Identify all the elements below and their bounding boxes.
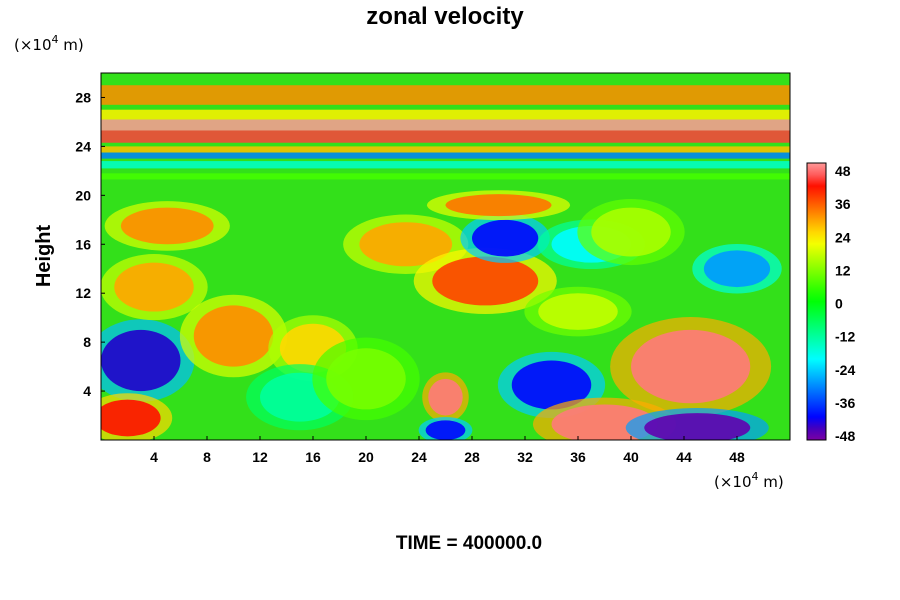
field-feature <box>591 207 671 257</box>
x-tick-label: 20 <box>358 449 374 465</box>
heatmap-field <box>101 73 790 440</box>
field-band <box>101 161 790 169</box>
field-feature <box>120 207 214 245</box>
x-tick-label: 36 <box>570 449 586 465</box>
field-band <box>101 173 790 180</box>
y-axis-unit: (×104 m) <box>14 33 84 54</box>
field-band <box>101 119 790 131</box>
field-feature <box>425 420 466 440</box>
x-tick-label: 40 <box>623 449 639 465</box>
field-feature <box>101 329 181 392</box>
y-tick-label: 12 <box>75 285 91 301</box>
field-band <box>101 85 790 105</box>
field-feature <box>703 250 771 288</box>
field-feature <box>644 413 751 440</box>
field-band <box>101 152 790 159</box>
y-axis-label: Height <box>33 225 55 288</box>
field-band <box>101 130 790 143</box>
colorbar-tick-label: -24 <box>835 362 855 378</box>
y-tick-label: 20 <box>75 187 91 203</box>
x-tick-label: 44 <box>676 449 692 465</box>
chart-title: zonal velocity <box>366 3 524 30</box>
y-tick-label: 16 <box>75 236 91 252</box>
field-feature <box>326 348 406 410</box>
field-feature <box>359 222 453 267</box>
field-feature <box>538 293 618 330</box>
colorbar-tick-label: 24 <box>835 229 851 245</box>
colorbar-tick-label: 36 <box>835 196 851 212</box>
x-tick-label: 4 <box>150 449 158 465</box>
field-feature <box>472 219 539 257</box>
plot-frame <box>100 72 791 441</box>
y-axis: 4 8 12 16 20 24 28 <box>75 89 105 399</box>
y-tick-label: 4 <box>83 383 91 399</box>
colorbar: 48 36 24 12 0 -12 -24 -36 -48 <box>806 162 855 444</box>
field-feature <box>631 329 751 404</box>
field-feature <box>445 194 552 217</box>
field-feature <box>193 305 274 367</box>
y-tick-label: 24 <box>75 138 91 154</box>
field-feature <box>114 262 194 312</box>
x-tick-label: 16 <box>305 449 321 465</box>
x-tick-label: 8 <box>203 449 211 465</box>
x-tick-label: 24 <box>411 449 427 465</box>
y-tick-label: 8 <box>83 334 91 350</box>
x-tick-label: 12 <box>252 449 268 465</box>
field-feature <box>428 378 463 416</box>
field-band <box>101 146 790 153</box>
colorbar-tick-label: 0 <box>835 296 843 312</box>
colorbar-tick-label: -48 <box>835 428 855 444</box>
x-tick-label: 48 <box>729 449 745 465</box>
field-band <box>101 109 790 120</box>
x-axis: 4 8 12 16 20 24 28 32 36 40 44 48 <box>150 436 745 465</box>
field-feature <box>511 360 592 410</box>
x-axis-unit: (×104 m) <box>714 470 784 491</box>
field-feature <box>101 399 161 437</box>
x-tick-label: 32 <box>517 449 533 465</box>
field-feature <box>432 256 539 306</box>
colorbar-scale <box>806 162 827 441</box>
x-tick-label: 28 <box>464 449 480 465</box>
colorbar-tick-label: -36 <box>835 395 855 411</box>
colorbar-tick-label: 48 <box>835 163 851 179</box>
time-label: TIME = 400000.0 <box>396 533 542 554</box>
colorbar-tick-label: -12 <box>835 329 855 345</box>
y-tick-label: 28 <box>75 89 91 105</box>
colorbar-tick-label: 12 <box>835 262 851 278</box>
